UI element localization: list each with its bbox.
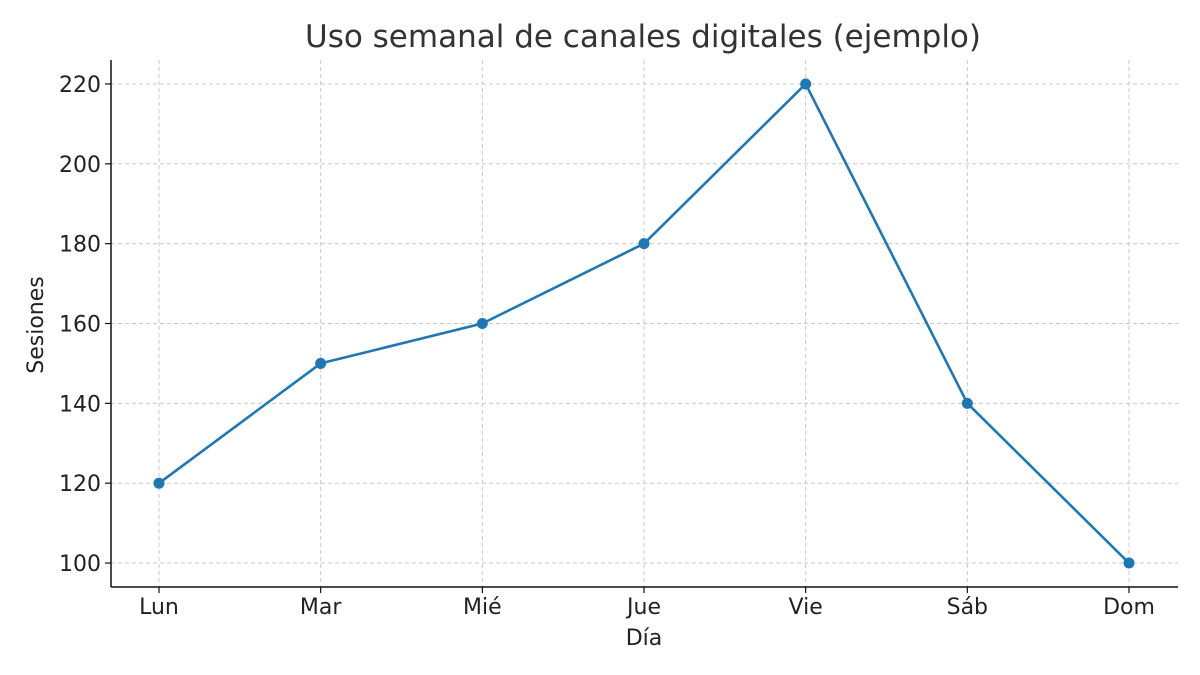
x-tick-label: Lun (139, 595, 179, 620)
data-point (800, 78, 812, 90)
y-tick-label: 140 (59, 392, 101, 417)
x-ticks: Lun Mar Mié Jue Vie Sáb Dom (139, 587, 1155, 620)
x-tick-label: Sáb (947, 595, 988, 620)
data-point (638, 238, 650, 250)
grid (111, 60, 1178, 587)
data-point (153, 477, 165, 489)
data-point (961, 397, 973, 409)
y-tick-label: 160 (59, 313, 101, 338)
chart-title: Uso semanal de canales digitales (ejempl… (305, 19, 981, 55)
y-tick-label: 100 (59, 552, 101, 577)
y-axis-label: Sesiones (24, 276, 49, 373)
x-tick-label: Mié (463, 595, 502, 620)
y-tick-label: 120 (59, 472, 101, 497)
x-tick-label: Dom (1103, 595, 1155, 620)
data-point (315, 357, 327, 369)
y-ticks: 100 120 140 160 180 200 220 (59, 73, 111, 577)
data-point (1123, 557, 1135, 569)
x-tick-label: Jue (625, 595, 661, 620)
data-point (476, 318, 488, 329)
x-axis-label: Día (626, 626, 663, 651)
y-tick-label: 220 (59, 73, 101, 98)
series (153, 78, 1135, 569)
y-tick-label: 180 (59, 233, 101, 258)
y-tick-label: 200 (59, 153, 101, 178)
x-tick-label: Mar (300, 595, 342, 620)
x-tick-label: Vie (789, 595, 823, 620)
